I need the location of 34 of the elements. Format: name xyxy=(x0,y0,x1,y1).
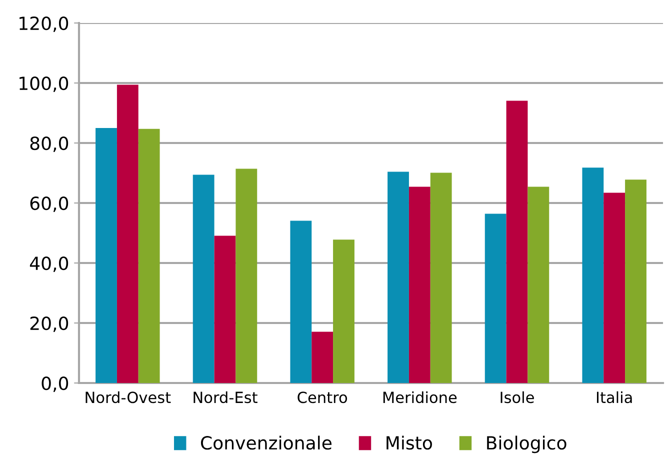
x-tick-label: Nord-Ovest xyxy=(86,391,171,404)
y-tick-label: 40,0 xyxy=(30,256,68,272)
legend-label: Misto xyxy=(386,436,432,450)
bar xyxy=(333,240,354,383)
bar xyxy=(408,186,430,383)
x-tick-label: Centro xyxy=(298,392,348,404)
bar xyxy=(312,332,334,383)
bar xyxy=(484,214,506,383)
bar xyxy=(192,174,214,383)
y-tick-label: 60,0 xyxy=(30,196,68,212)
legend-label: Biologico xyxy=(487,436,566,454)
bar xyxy=(236,168,258,383)
y-tick-label: 80,0 xyxy=(30,136,68,152)
bar xyxy=(625,180,646,383)
x-tick-label: Meridione xyxy=(383,391,457,404)
y-tick-label: 100,0 xyxy=(20,76,68,92)
legend-label: Convenzionale xyxy=(200,436,332,450)
bar xyxy=(290,220,312,383)
x-tick-label: Nord-Est xyxy=(194,391,258,404)
bar xyxy=(506,100,528,383)
x-tick-label: Isole xyxy=(500,391,534,404)
y-tick-label: 20,0 xyxy=(30,316,68,332)
bar xyxy=(116,84,138,383)
bar xyxy=(528,186,550,383)
bar xyxy=(388,172,409,383)
bar xyxy=(138,128,160,383)
x-tick-label: Italia xyxy=(596,391,632,404)
bar xyxy=(430,172,452,383)
bar xyxy=(96,128,117,383)
bar xyxy=(214,236,236,383)
y-tick-label: 120,0 xyxy=(20,16,68,32)
y-tick-label: 0,0 xyxy=(42,376,68,392)
bar xyxy=(604,192,626,383)
bar xyxy=(582,168,604,383)
